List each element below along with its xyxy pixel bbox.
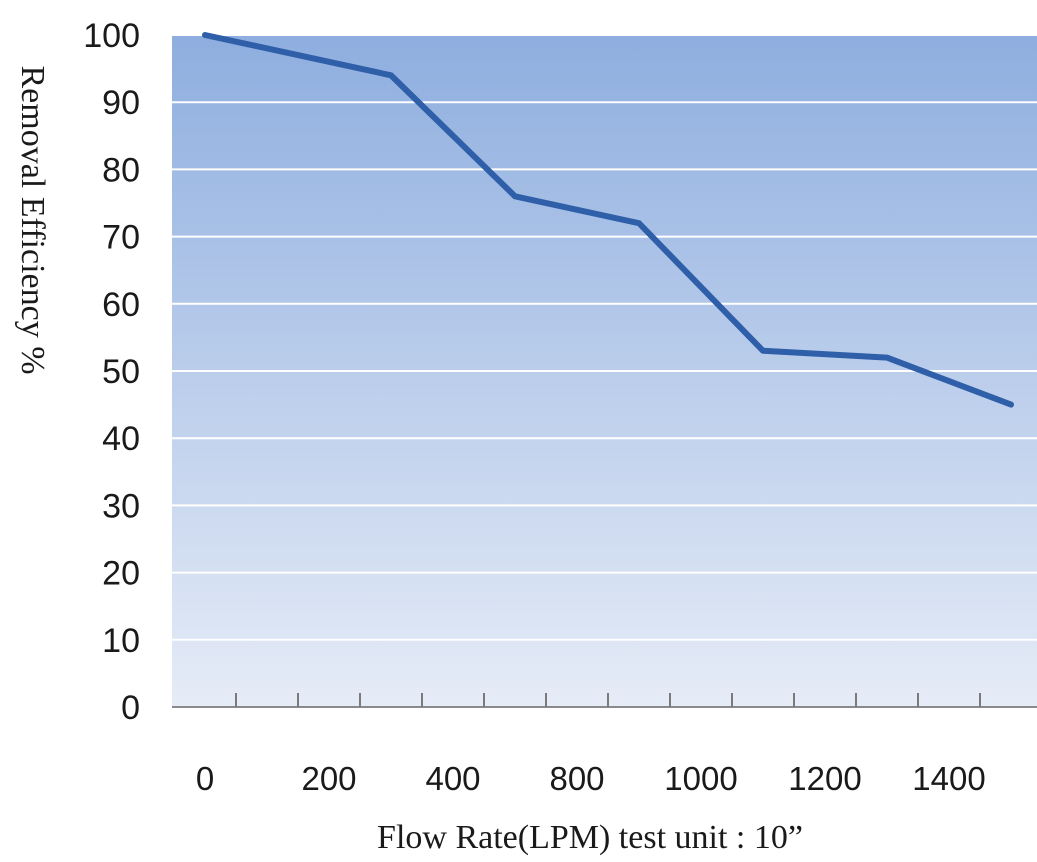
data-point	[762, 350, 764, 352]
x-tick-label: 0	[196, 760, 214, 797]
y-tick-label: 60	[102, 286, 140, 324]
data-points	[204, 34, 1012, 406]
data-point	[886, 357, 888, 359]
y-tick-label: 70	[102, 219, 140, 257]
y-tick-label: 90	[102, 84, 140, 122]
y-tick-label: 50	[102, 353, 140, 391]
gridlines	[172, 34, 1037, 708]
y-tick-label: 0	[121, 689, 140, 727]
x-axis-title: Flow Rate(LPM) test unit : 10”	[377, 819, 803, 856]
data-point	[638, 222, 640, 224]
x-tick-label: 400	[425, 760, 480, 797]
y-tick-label: 30	[102, 487, 140, 525]
y-tick-label: 40	[102, 420, 140, 458]
x-tick-label: 1200	[788, 760, 861, 797]
y-tick-label: 10	[102, 622, 140, 660]
x-tick-labels: 0 200 400 800 1000 1200 1400	[196, 760, 986, 797]
data-point	[204, 34, 206, 36]
y-tick-label: 20	[102, 555, 140, 593]
y-tick-label: 80	[102, 151, 140, 189]
x-tick-label: 200	[301, 760, 356, 797]
x-tick-label: 800	[549, 760, 604, 797]
y-tick-label: 100	[83, 17, 140, 55]
data-point	[390, 74, 392, 76]
data-point	[1010, 404, 1012, 406]
x-tick-label: 1000	[664, 760, 737, 797]
x-tick-label: 1400	[912, 760, 985, 797]
y-tick-labels: 0 10 20 30 40 50 60 70 80 90 100	[83, 17, 140, 727]
data-point	[514, 195, 516, 197]
y-axis-title: Removal Efficiency %	[14, 65, 51, 374]
x-tick-marks	[235, 693, 981, 707]
